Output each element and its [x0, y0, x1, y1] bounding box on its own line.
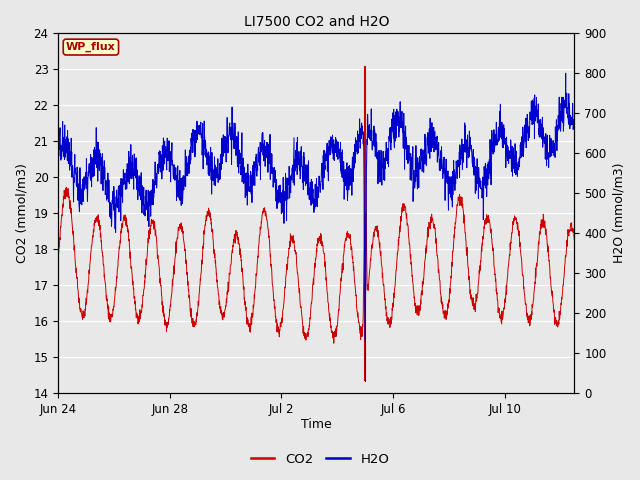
Legend: CO2, H2O: CO2, H2O [245, 447, 395, 471]
Text: WP_flux: WP_flux [66, 42, 116, 52]
Y-axis label: CO2 (mmol/m3): CO2 (mmol/m3) [15, 163, 28, 263]
Title: LI7500 CO2 and H2O: LI7500 CO2 and H2O [244, 15, 389, 29]
X-axis label: Time: Time [301, 419, 332, 432]
Y-axis label: H2O (mmol/m3): H2O (mmol/m3) [612, 163, 625, 263]
